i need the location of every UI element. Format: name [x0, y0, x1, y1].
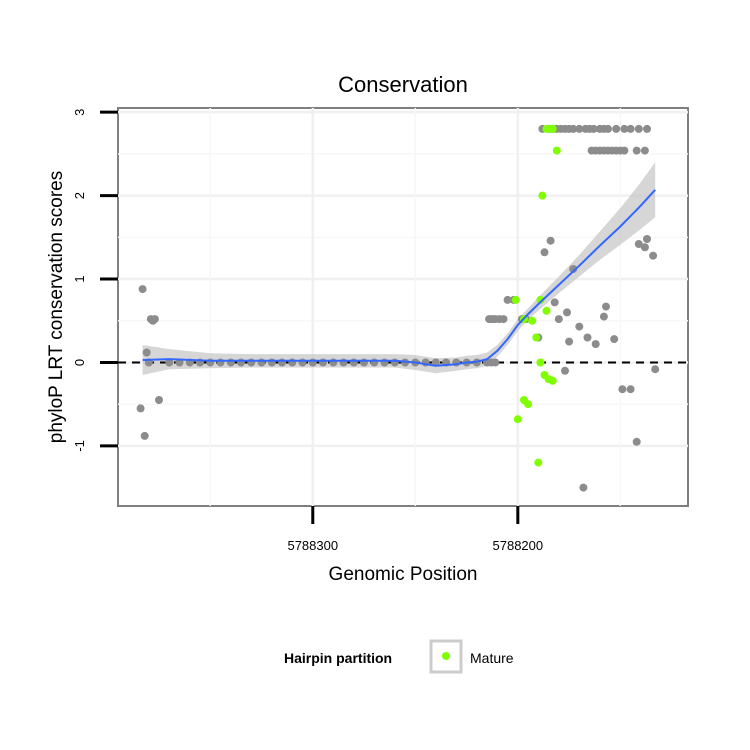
other-point — [643, 235, 651, 243]
other-point — [620, 124, 629, 133]
mature-point — [532, 333, 541, 342]
other-point — [575, 124, 584, 133]
other-point — [308, 358, 317, 367]
mature-point — [552, 146, 561, 155]
y-tick-label: 3 — [72, 109, 87, 116]
other-point — [136, 404, 145, 413]
other-point — [226, 358, 235, 367]
other-point — [237, 358, 245, 367]
other-point — [612, 124, 621, 133]
other-point — [278, 358, 286, 367]
other-point — [257, 358, 266, 367]
y-tick-label: 0 — [72, 359, 87, 366]
other-point — [589, 124, 598, 133]
other-point — [561, 366, 569, 375]
other-point — [569, 124, 578, 133]
y-axis-title: phyloP LRT conservation scores — [46, 171, 67, 444]
other-point — [140, 431, 149, 440]
plot-panel — [117, 107, 689, 507]
other-point — [620, 146, 629, 155]
smooth-curve — [142, 189, 656, 367]
other-point — [329, 358, 338, 367]
other-point — [610, 335, 619, 344]
x-tick-label: 5788300 — [287, 538, 338, 553]
mature-point — [511, 295, 520, 304]
mature-point — [542, 306, 551, 315]
other-point — [150, 315, 159, 324]
other-point — [632, 437, 641, 446]
x-axis-title: Genomic Position — [329, 564, 478, 585]
confidence-band — [142, 162, 656, 375]
other-point — [247, 358, 256, 367]
other-point — [138, 285, 147, 294]
other-point — [583, 333, 592, 342]
mature-point — [534, 458, 543, 467]
legend-title: Hairpin partition — [284, 650, 392, 666]
other-point — [390, 358, 399, 367]
legend-label-mature: Mature — [470, 650, 514, 666]
other-point — [632, 146, 641, 155]
y-tick-label: -1 — [72, 440, 87, 452]
other-point — [540, 248, 549, 257]
other-point — [599, 312, 608, 321]
chart-title: Conservation — [338, 72, 468, 97]
legend: Hairpin partition Mature — [284, 639, 514, 674]
other-point — [267, 358, 276, 367]
other-point — [579, 483, 588, 492]
other-point — [370, 358, 379, 367]
other-point — [360, 358, 368, 367]
grid-lines — [118, 108, 688, 506]
other-point — [216, 358, 225, 367]
legend-key-mature — [442, 652, 450, 660]
other-point — [626, 385, 635, 394]
mature-point — [548, 376, 557, 385]
other-point — [339, 358, 348, 367]
x-tick-label: 5788200 — [493, 538, 544, 553]
other-point — [640, 146, 649, 155]
other-point — [618, 385, 627, 394]
y-tick-label: 1 — [72, 275, 87, 282]
other-point — [565, 337, 574, 346]
mature-point — [548, 124, 557, 133]
other-point — [319, 358, 327, 367]
other-point — [288, 358, 297, 367]
mature-point — [528, 316, 537, 325]
other-point — [563, 308, 571, 317]
other-point — [575, 322, 584, 331]
other-point — [651, 365, 660, 374]
other-point — [349, 358, 358, 367]
other-point — [491, 358, 500, 367]
y-tick-label: 2 — [72, 192, 87, 199]
axes: -1 0 1 2 3 5788300 5788200 — [72, 109, 543, 553]
mature-point — [524, 400, 533, 409]
other-point — [554, 315, 563, 324]
mature-point — [536, 358, 545, 367]
confidence-band-area — [142, 162, 656, 375]
mature-point — [513, 415, 522, 424]
other-point — [626, 124, 635, 133]
other-point — [569, 265, 578, 273]
mature-point — [536, 295, 545, 304]
other-point — [298, 358, 307, 367]
other-point — [142, 348, 151, 357]
other-point — [380, 358, 389, 367]
other-point — [591, 340, 600, 349]
other-point — [643, 124, 651, 133]
other-point — [604, 124, 612, 133]
other-point — [550, 298, 559, 307]
other-point — [649, 251, 658, 260]
other-point — [155, 396, 163, 404]
smooth-line — [142, 189, 656, 367]
mature-point — [538, 191, 547, 200]
other-point — [634, 124, 643, 133]
other-point — [165, 358, 174, 367]
other-point — [499, 315, 508, 324]
data-points — [136, 124, 660, 492]
other-point — [503, 295, 512, 304]
other-point — [640, 243, 649, 252]
other-point — [602, 302, 610, 311]
other-point — [546, 236, 555, 245]
other-point — [634, 240, 643, 248]
